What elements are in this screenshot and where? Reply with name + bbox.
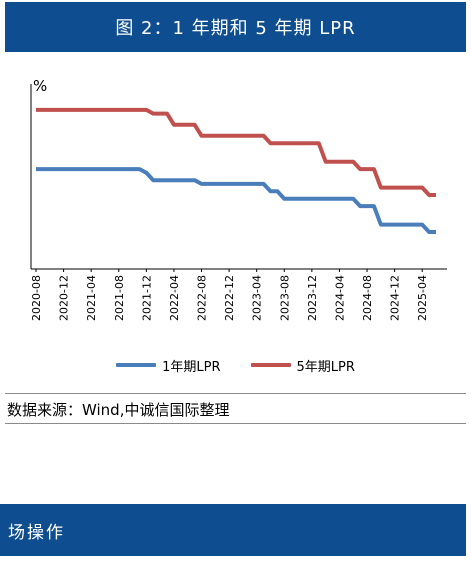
legend-item-5y: 5年期LPR: [250, 356, 355, 375]
x-tick-label: 2024-12: [389, 275, 402, 321]
x-tick-label: 2022-08: [196, 275, 209, 321]
x-tick-labels: 2020-08 2020-12 2021-04 2021-08 2021-12 2022-…: [30, 269, 429, 321]
legend-label-5y: 5年期LPR: [296, 359, 355, 375]
x-tick-label: 2020-08: [30, 275, 43, 321]
legend-item-1y: 1年期LPR: [116, 356, 221, 375]
x-tick-label: 2025-04: [416, 275, 429, 321]
y-axis-unit: %: [33, 77, 47, 95]
source-bottom-rule: [5, 423, 466, 424]
source-top-rule: [5, 393, 466, 394]
legend-swatch-5y: [250, 363, 291, 367]
x-tick-label: 2021-12: [140, 275, 153, 321]
chart-title: 图 2：1 年期和 5 年期 LPR: [115, 18, 356, 39]
x-tick-label: 2024-04: [333, 275, 346, 321]
x-tick-label: 2020-12: [58, 275, 71, 321]
x-tick-label: 2023-12: [306, 275, 319, 321]
section-title: 场操作: [8, 522, 65, 543]
x-tick-label: 2021-04: [85, 275, 98, 321]
x-tick-label: 2023-08: [278, 275, 291, 321]
chart-legend: 1年期LPR 5年期LPR: [0, 355, 471, 375]
series-line-1y-lpr: [36, 167, 436, 234]
section-header-bar: 场操作: [0, 504, 466, 556]
x-tick-label: 2024-08: [361, 275, 374, 321]
series-line-5y-lpr: [36, 107, 436, 197]
lpr-line-chart: % 2020-08 2020-12 2021-04 2021-08 2021-12 202…: [30, 77, 447, 321]
chart-title-bar: 图 2：1 年期和 5 年期 LPR: [5, 2, 466, 52]
x-tick-label: 2022-12: [223, 275, 236, 321]
legend-label-1y: 1年期LPR: [162, 359, 221, 375]
x-tick-label: 2021-08: [113, 275, 126, 321]
x-tick-label: 2022-04: [168, 275, 181, 321]
x-tick-label: 2023-04: [251, 275, 264, 321]
series-lines: [36, 107, 436, 234]
data-source-note: 数据来源：Wind,中诚信国际整理: [7, 401, 230, 419]
legend-swatch-1y: [116, 363, 157, 367]
